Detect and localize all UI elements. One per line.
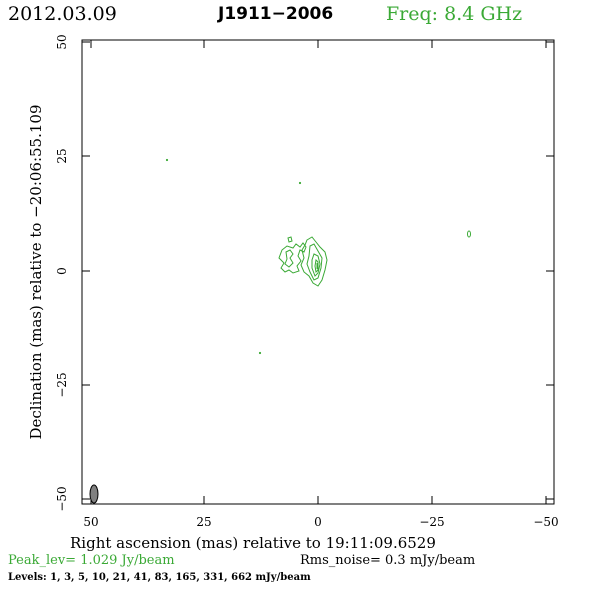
rms-noise: Rms_noise= 0.3 mJy/beam bbox=[300, 553, 476, 568]
beam-ellipse bbox=[89, 484, 99, 504]
x-tick-label-neg50: −50 bbox=[533, 515, 558, 529]
y-tick-label-neg25: −25 bbox=[55, 372, 69, 397]
x-axis-label: Right ascension (mas) relative to 19:11:… bbox=[70, 534, 436, 552]
x-tick-label-50: 50 bbox=[83, 515, 98, 529]
x-tick-label-25: 25 bbox=[196, 515, 211, 529]
y-tick-label-50: 50 bbox=[55, 34, 69, 49]
source-contours bbox=[165, 158, 471, 355]
y-tick-label-0: 0 bbox=[55, 267, 69, 275]
contour-levels: Levels: 1, 3, 5, 10, 21, 41, 83, 165, 33… bbox=[8, 572, 311, 583]
y-ticks bbox=[82, 41, 554, 500]
frequency-label: Freq: 8.4 GHz bbox=[386, 3, 523, 25]
peak-level: Peak_lev= 1.029 Jy/beam bbox=[8, 553, 175, 568]
epoch-date: 2012.03.09 bbox=[8, 3, 117, 25]
x-tick-label-0: 0 bbox=[314, 515, 322, 529]
source-name: J1911−2006 bbox=[218, 4, 334, 24]
x-tick-label-neg25: −25 bbox=[419, 515, 444, 529]
y-tick-label-25: 25 bbox=[55, 148, 69, 163]
y-tick-label-neg50: −50 bbox=[55, 486, 69, 511]
y-axis-label: Declination (mas) relative to −20:06:55.… bbox=[27, 104, 45, 439]
x-ticks bbox=[90, 40, 547, 504]
